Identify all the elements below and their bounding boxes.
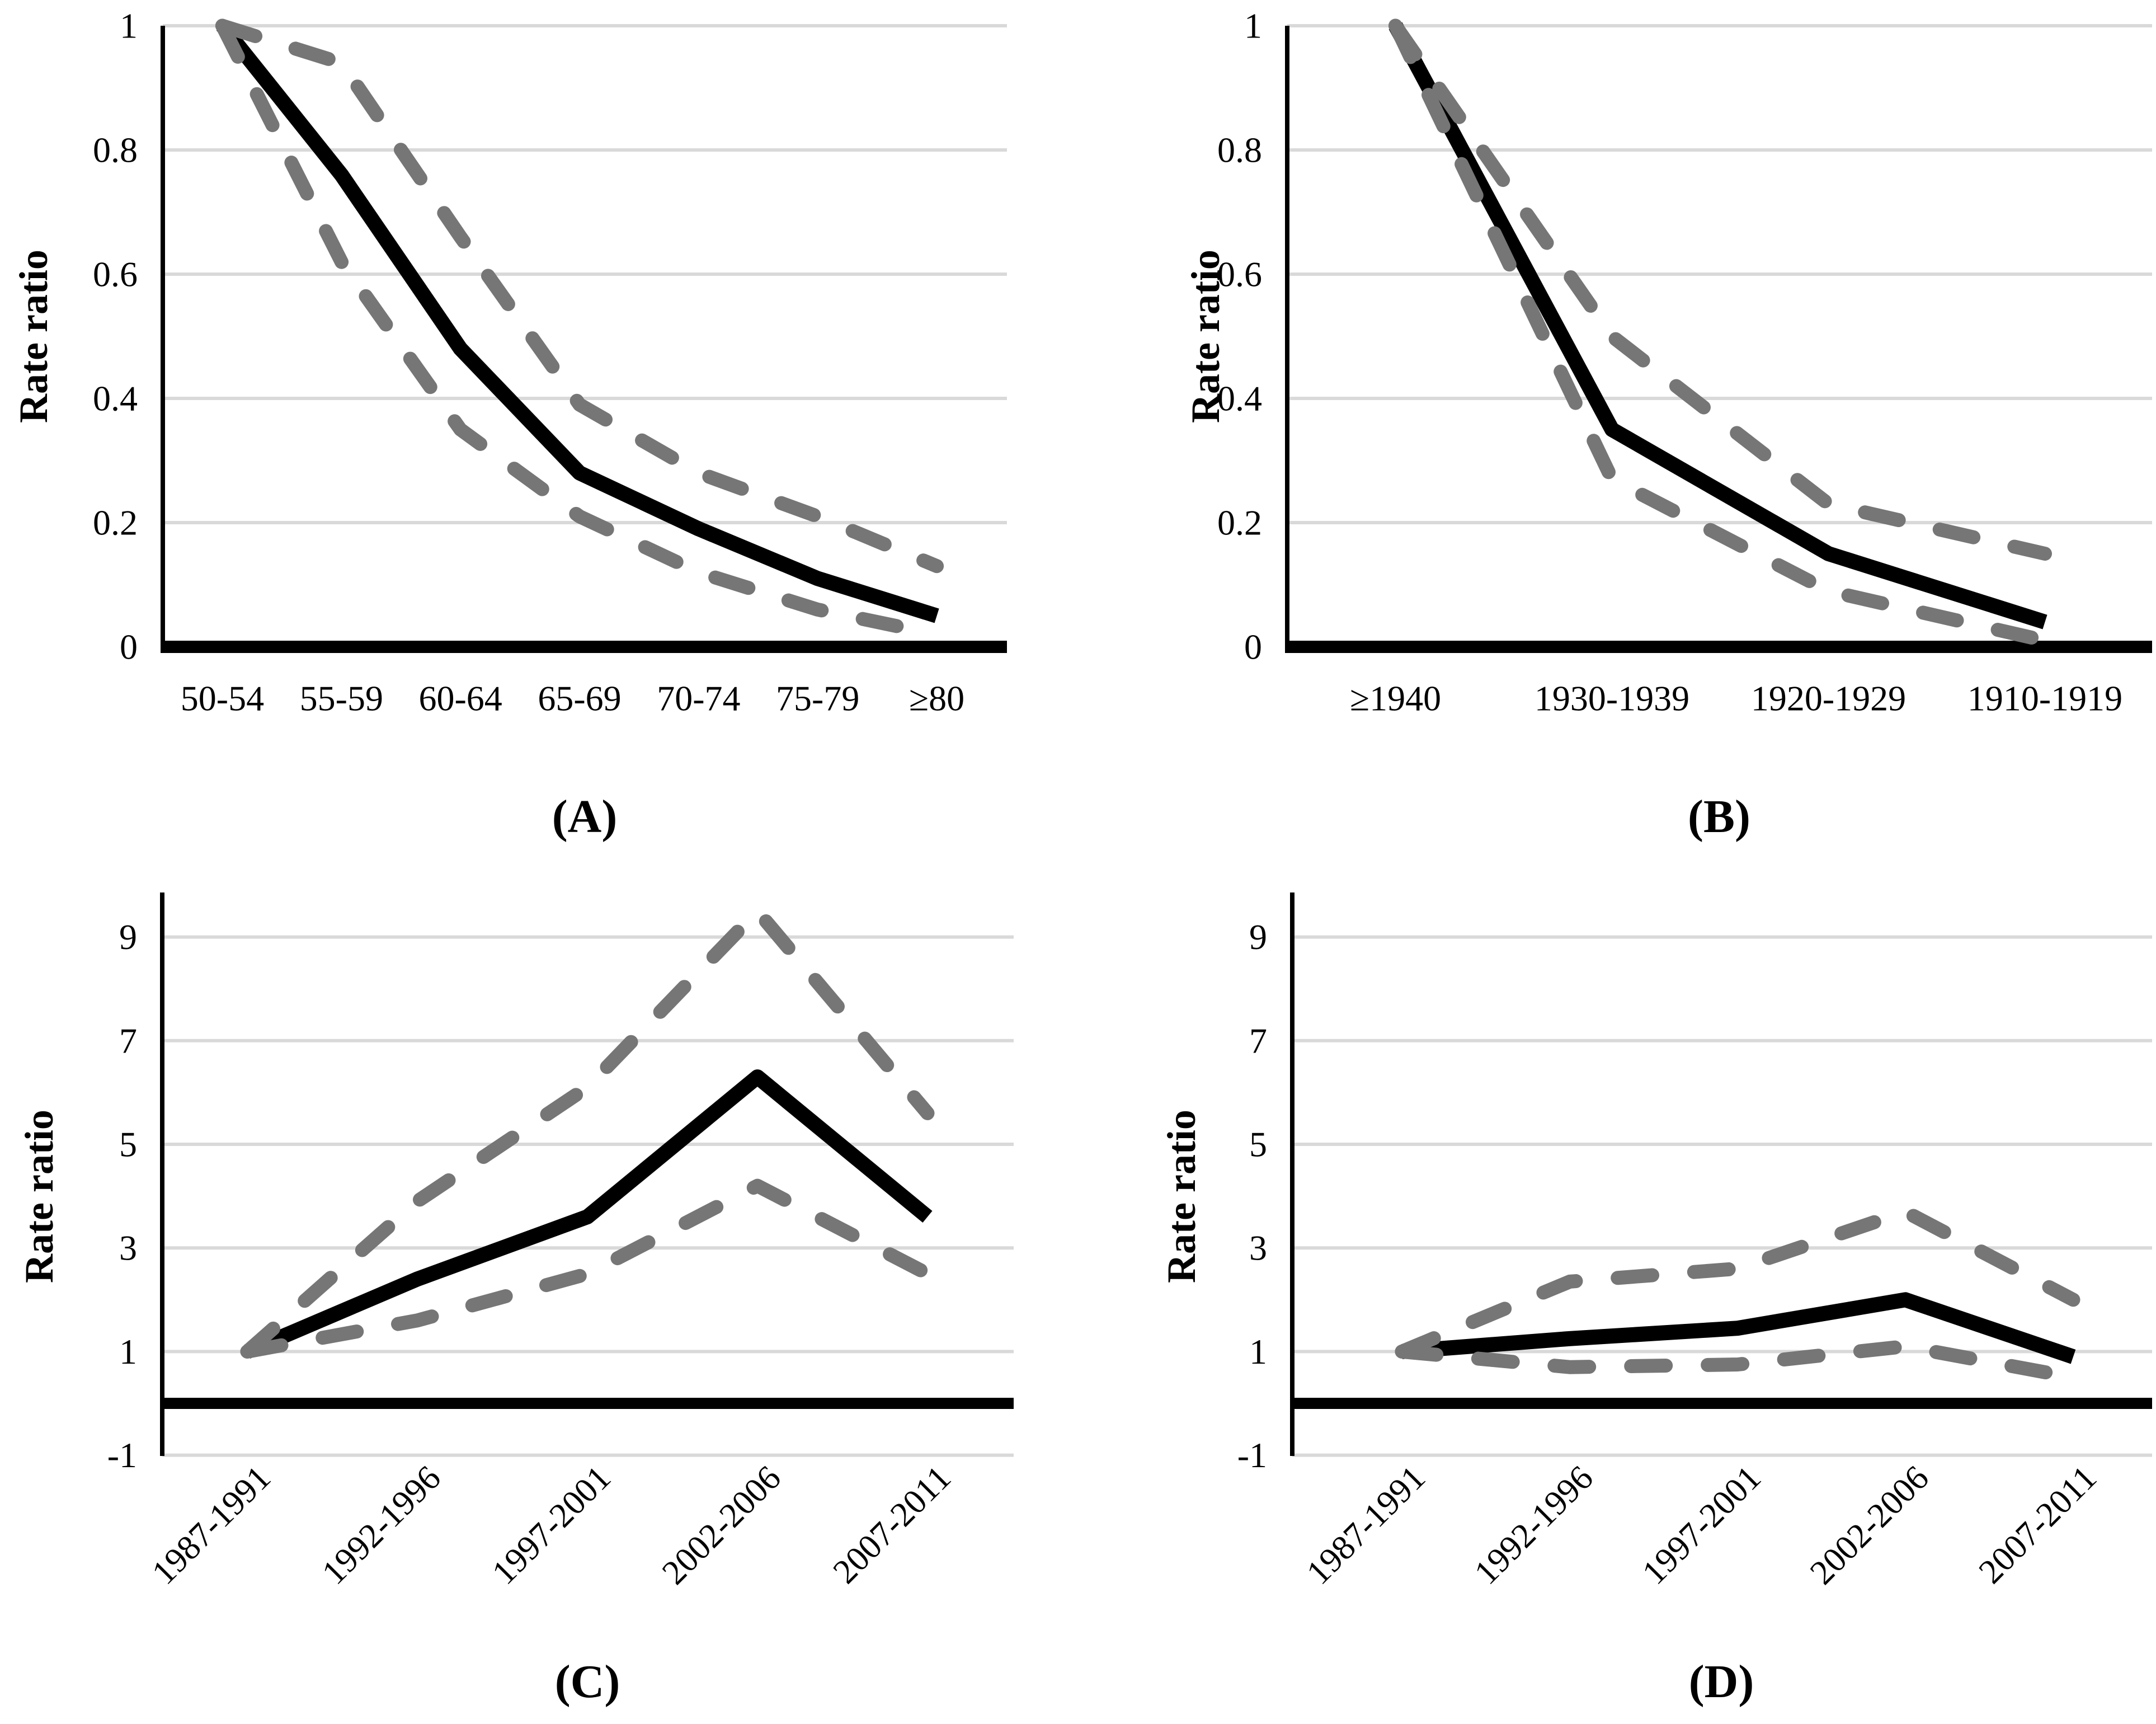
series-rate-ratio-line [1401,1292,2076,1364]
y-tick-label: 0.6 [93,255,138,294]
y-tick-label: 1 [119,1332,137,1371]
panel-d-chart: -1 1 3 5 7 9 1987-1991 1992-1996 1997-2001 2002-2… [1159,892,2152,1592]
x-category-label: 1920-1929 [1751,679,1906,718]
y-axis-title: Rate ratio [17,1110,62,1283]
x-category-label: 50-54 [181,679,264,718]
series-ci-lower-line [1388,18,2052,648]
x-category-label: 2007-2011 [1971,1459,2103,1591]
x-category-label: 65-69 [538,679,621,718]
panel-c: -1 1 3 5 7 9 1987-1991 1992-1996 1997-2001 2002-2… [0,862,1078,1724]
x-category-label: 2002-2006 [1803,1459,1936,1592]
x-category-label: 1997-2001 [485,1459,618,1592]
panel-a-letter: (A) [552,791,618,843]
series-rate-ratio-line [216,21,939,623]
series-ci-upper-line [240,904,935,1359]
x-category-label: 60-64 [418,679,502,718]
y-tick-label: 7 [1249,1021,1267,1060]
y-tick-label: 0 [120,627,138,667]
y-tick-label: 0.2 [1217,503,1262,543]
x-category-label: 1992-1996 [315,1459,448,1592]
series-ci-upper-line [1388,18,2052,561]
y-tick-label: 0.6 [1217,255,1262,294]
x-category-label: 70-74 [657,679,740,718]
y-tick-label: 0.4 [93,379,138,419]
panel-b-letter: (B) [1688,791,1750,843]
series-ci-upper-line [215,18,944,574]
y-tick-label: 0.8 [1217,130,1262,170]
y-tick-label: 0.8 [93,130,138,170]
y-axis-title: Rate ratio [1159,1110,1204,1283]
y-axis-title: Rate ratio [1183,250,1228,423]
panel-a: 0 0.2 0.4 0.6 0.8 1 50-54 55-59 60-64 65-69 70-74 7… [0,0,1078,862]
x-category-label: ≥1940 [1350,679,1441,718]
series-rate-ratio-line [1388,22,2047,630]
x-category-label: ≥80 [909,679,964,718]
y-tick-label: 7 [119,1021,137,1060]
y-tick-label: 9 [1249,917,1267,957]
panel-b: 0 0.2 0.4 0.6 0.8 1 ≥1940 1930-1939 1920-1929 191… [1078,0,2156,862]
x-category-label: 1997-2001 [1635,1459,1768,1592]
y-tick-label: 5 [1249,1125,1267,1164]
y-tick-label: 0.2 [93,503,138,543]
x-category-label: 1930-1939 [1534,679,1689,718]
x-category-label: 2002-2006 [655,1459,788,1592]
panel-d: -1 1 3 5 7 9 1987-1991 1992-1996 1997-2001 2002-2… [1078,862,2156,1724]
x-category-label: 1910-1919 [1967,679,2122,718]
panel-a-chart: 0 0.2 0.4 0.6 0.8 1 50-54 55-59 60-64 65-69 70-74 7… [11,6,1007,718]
series-ci-lower-line [215,18,944,642]
y-tick-label: 3 [1249,1228,1267,1268]
y-tick-label: 0 [1244,627,1262,667]
y-tick-label: -1 [1237,1435,1267,1475]
y-tick-label: 1 [1249,1332,1267,1371]
series-ci-lower-line [240,1178,935,1359]
y-tick-label: 3 [119,1228,137,1268]
series-rate-ratio-line [244,1069,933,1359]
y-axis-title: Rate ratio [11,250,56,423]
x-category-label: 1987-1991 [145,1459,278,1592]
panel-c-letter: (C) [554,1656,620,1708]
panel-d-letter: (D) [1688,1656,1754,1708]
y-tick-label: 0.4 [1217,379,1262,419]
panel-c-chart: -1 1 3 5 7 9 1987-1991 1992-1996 1997-2001 2002-2… [17,892,1014,1592]
y-tick-label: 9 [119,917,137,957]
x-category-label: 75-79 [776,679,859,718]
panel-b-chart: 0 0.2 0.4 0.6 0.8 1 ≥1940 1930-1939 1920-1929 191… [1183,6,2152,718]
y-tick-label: 5 [119,1125,137,1164]
y-tick-label: 1 [1244,6,1262,46]
y-tick-label: 1 [120,6,138,46]
series-ci-lower-line [1395,1339,2080,1385]
x-category-label: 55-59 [300,679,383,718]
y-tick-label: -1 [107,1435,137,1475]
x-category-label: 1987-1991 [1300,1459,1433,1592]
x-category-label: 2007-2011 [826,1459,958,1591]
x-category-label: 1992-1996 [1467,1459,1600,1592]
